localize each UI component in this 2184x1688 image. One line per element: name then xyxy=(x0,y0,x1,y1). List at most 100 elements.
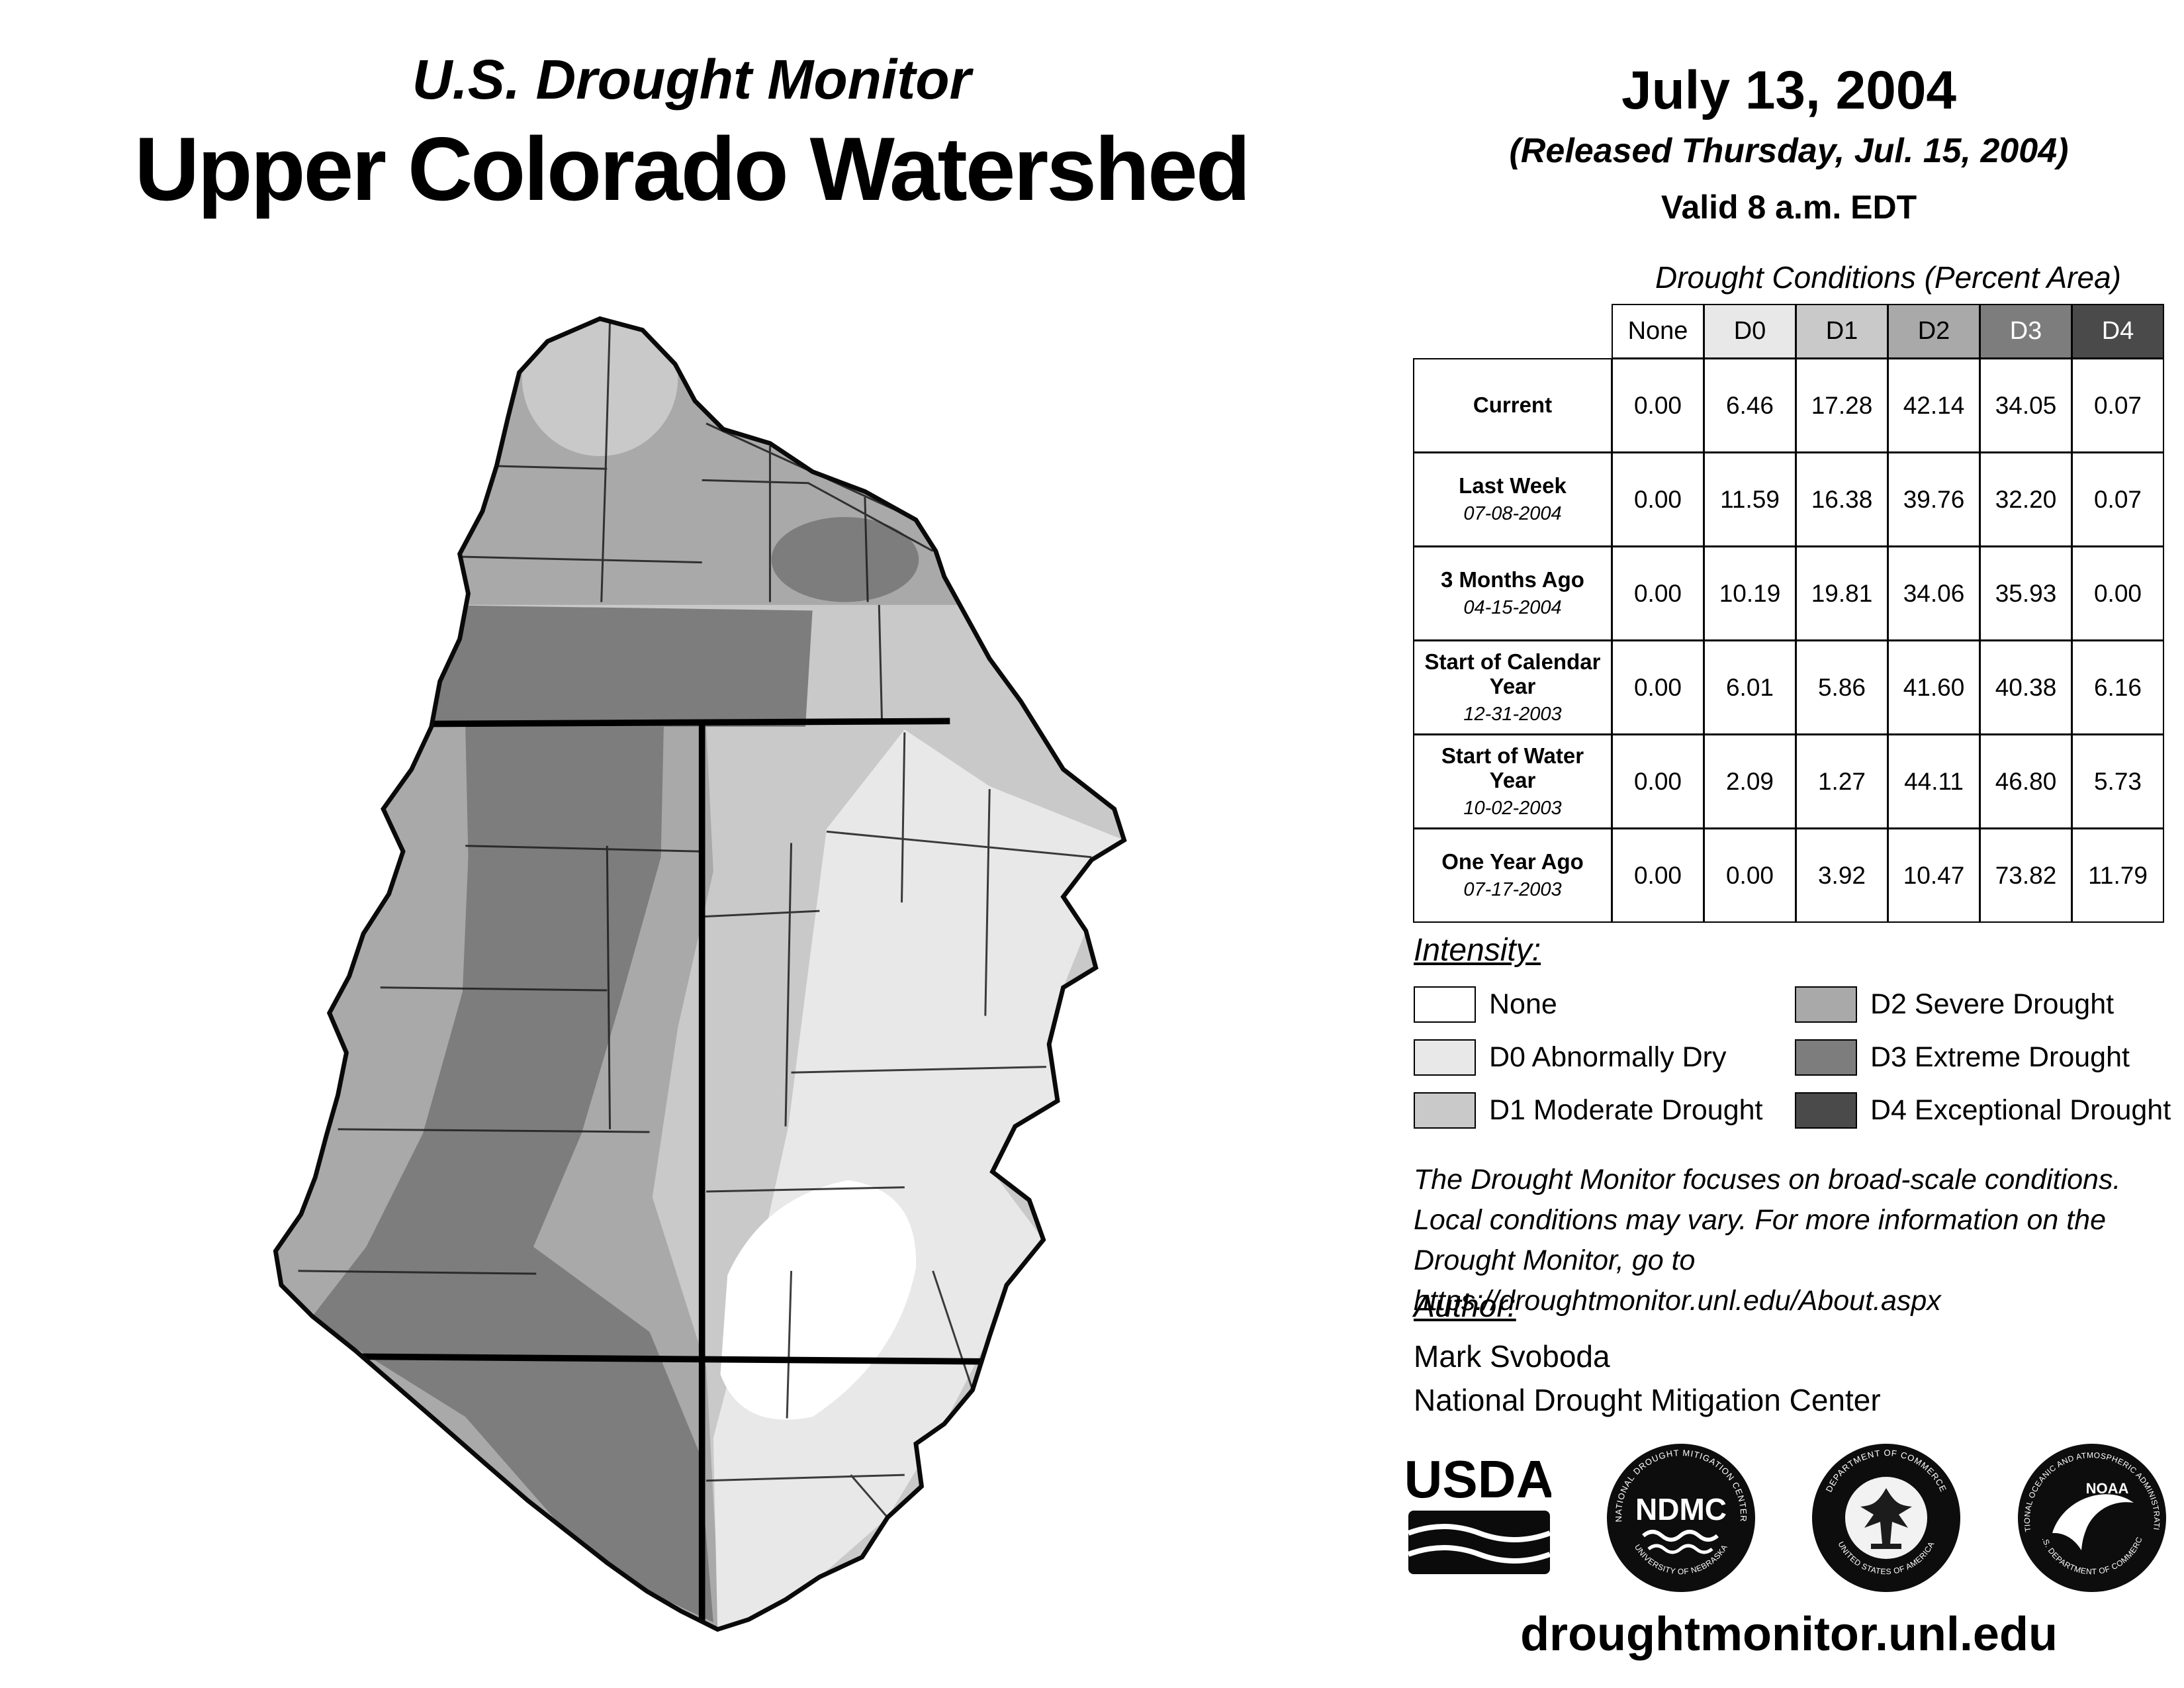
disclaimer-line: Local conditions may vary. For more info… xyxy=(1414,1204,2107,1237)
col-header-d2: D2 xyxy=(1888,304,1980,359)
map-region-d1-northcap xyxy=(522,318,678,457)
legend-item-d1: D1 Moderate Drought xyxy=(1414,1092,1763,1129)
disclaimer-line: Drought Monitor, go to https://droughtmo… xyxy=(1414,1244,1941,1317)
legend-label: D2 Severe Drought xyxy=(1870,988,2115,1020)
watershed-outline xyxy=(273,316,1127,1632)
drought-conditions-table: None D0 D1 D2 D3 D4 Current 0.00 6.46 17… xyxy=(1413,304,2164,923)
map-region-d3-band xyxy=(422,604,813,727)
usda-logo-wave xyxy=(1407,1524,1551,1542)
row-label: 3 Months Ago xyxy=(1441,567,1584,592)
legend-swatch-d1 xyxy=(1414,1092,1476,1129)
table-value: 34.05 xyxy=(1979,358,2072,453)
table-value: 3.92 xyxy=(1796,828,1888,923)
ndmc-seal-circle xyxy=(1606,1444,1755,1592)
map-date: July 13, 2004 xyxy=(1621,60,1957,120)
table-value: 1.27 xyxy=(1796,734,1888,829)
table-value: 2.09 xyxy=(1704,734,1796,829)
legend-swatch-d4 xyxy=(1795,1092,1857,1129)
row-header-start-water-year: Start of Water Year 10-02-2003 xyxy=(1413,734,1612,829)
table-value: 0.00 xyxy=(1612,734,1704,829)
usda-logo-field xyxy=(1408,1511,1550,1574)
legend-label: D0 Abnormally Dry xyxy=(1489,1041,1727,1073)
disclaimer-text: The Drought Monitor focuses on broad-sca… xyxy=(1414,1160,2184,1321)
row-date: 12-31-2003 xyxy=(1463,703,1562,725)
usda-logo: USDA xyxy=(1407,1455,1551,1574)
map-region-d3-swath xyxy=(312,726,713,1622)
row-label: One Year Ago xyxy=(1441,849,1584,874)
row-label: Last Week xyxy=(1459,473,1567,498)
row-date: 04-15-2004 xyxy=(1463,597,1562,619)
legend-label: D1 Moderate Drought xyxy=(1489,1094,1763,1126)
watershed-map xyxy=(273,316,1127,1632)
table-value: 10.47 xyxy=(1888,828,1980,923)
table-value: 73.82 xyxy=(1979,828,2072,923)
state-boundaries xyxy=(278,718,993,1630)
col-header-d1: D1 xyxy=(1796,304,1888,359)
map-region-d2-north xyxy=(275,318,1124,605)
table-value: 6.16 xyxy=(2071,640,2164,735)
legend-label: D3 Extreme Drought xyxy=(1870,1041,2130,1073)
row-date: 07-08-2004 xyxy=(1463,503,1562,525)
col-header-d0: D0 xyxy=(1704,304,1796,359)
report-title: U.S. Drought Monitor xyxy=(412,48,972,111)
table-value: 19.81 xyxy=(1796,546,1888,641)
legend-item-d3: D3 Extreme Drought xyxy=(1795,1039,2171,1076)
website-url: droughtmonitor.unl.edu xyxy=(1520,1608,2058,1661)
legend-swatch-d2 xyxy=(1795,986,1857,1023)
legend-swatch-d3 xyxy=(1795,1039,1857,1076)
ndmc-wave xyxy=(1641,1530,1719,1542)
legend-swatch-d0 xyxy=(1414,1039,1476,1076)
legend-label: None xyxy=(1489,988,1557,1020)
region-title: Upper Colorado Watershed xyxy=(134,118,1251,219)
table-value: 0.00 xyxy=(1704,828,1796,923)
legend-column-left: None D0 Abnormally Dry D1 Moderate Droug… xyxy=(1414,986,1763,1145)
table-value: 41.60 xyxy=(1888,640,1980,735)
col-header-d3: D3 xyxy=(1979,304,2072,359)
table-corner xyxy=(1413,304,1612,359)
ndmc-wave xyxy=(1647,1544,1713,1554)
table-value: 5.73 xyxy=(2071,734,2164,829)
table-value: 11.59 xyxy=(1704,452,1796,547)
legend-item-d2: D2 Severe Drought xyxy=(1795,986,2171,1023)
author-organization: National Drought Mitigation Center xyxy=(1414,1383,1881,1417)
row-label: Current xyxy=(1473,393,1553,418)
valid-time: Valid 8 a.m. EDT xyxy=(1661,189,1917,226)
legend-title: Intensity: xyxy=(1414,933,1541,968)
table-value: 39.76 xyxy=(1888,452,1980,547)
usda-logo-wave xyxy=(1407,1545,1551,1564)
commerce-eagle-emblem xyxy=(1860,1488,1913,1544)
row-header-one-year-ago: One Year Ago 07-17-2003 xyxy=(1413,828,1612,923)
table-value: 10.19 xyxy=(1704,546,1796,641)
table-value: 42.14 xyxy=(1888,358,1980,453)
author-name: Mark Svoboda xyxy=(1414,1339,1610,1374)
noaa-bird-emblem xyxy=(2052,1494,2134,1550)
table-value: 40.38 xyxy=(1979,640,2072,735)
row-date: 10-02-2003 xyxy=(1463,797,1562,819)
legend-item-d0: D0 Abnormally Dry xyxy=(1414,1039,1763,1076)
table-value: 16.38 xyxy=(1796,452,1888,547)
county-boundaries xyxy=(298,321,1092,1519)
table-value: 0.00 xyxy=(1612,546,1704,641)
table-value: 6.46 xyxy=(1704,358,1796,453)
table-value: 0.07 xyxy=(2071,452,2164,547)
usda-logo-text: USDA xyxy=(1407,1455,1551,1509)
table-value: 34.06 xyxy=(1888,546,1980,641)
table-value: 0.07 xyxy=(2071,358,2164,453)
row-header-3-months-ago: 3 Months Ago 04-15-2004 xyxy=(1413,546,1612,641)
legend-column-right: D2 Severe Drought D3 Extreme Drought D4 … xyxy=(1795,986,2171,1145)
author-title: Author: xyxy=(1414,1289,1516,1324)
row-label: Start of Calendar Year xyxy=(1424,649,1601,698)
legend-label: D4 Exceptional Drought xyxy=(1870,1094,2171,1126)
row-header-current: Current xyxy=(1413,358,1612,453)
table-value: 35.93 xyxy=(1979,546,2072,641)
row-date: 07-17-2003 xyxy=(1463,879,1562,901)
disclaimer-line: The Drought Monitor focuses on broad-sca… xyxy=(1414,1164,2121,1196)
noaa-center-text: NOAA xyxy=(2086,1480,2129,1497)
table-value: 46.80 xyxy=(1979,734,2072,829)
table-value: 0.00 xyxy=(1612,452,1704,547)
noaa-logo: NATIONAL OCEANIC AND ATMOSPHERIC ADMINIS… xyxy=(2016,1442,2166,1592)
legend-item-none: None xyxy=(1414,986,1763,1023)
row-header-start-calendar-year: Start of Calendar Year 12-31-2003 xyxy=(1413,640,1612,735)
col-header-none: None xyxy=(1612,304,1704,359)
